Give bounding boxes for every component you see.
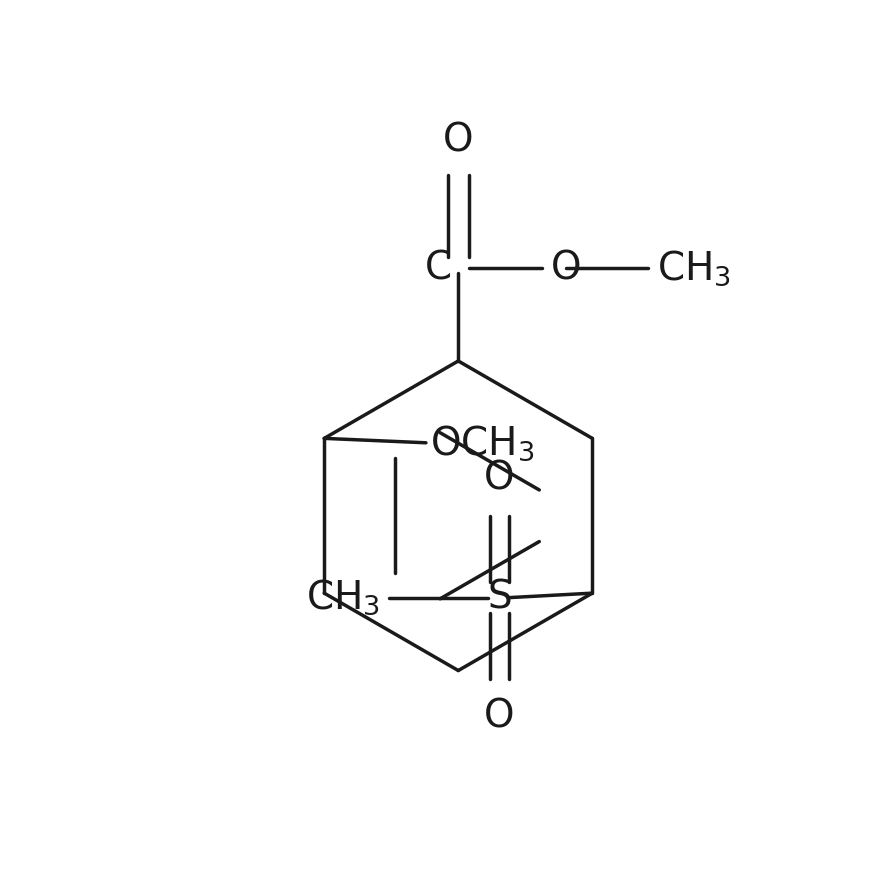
Text: CH$_3$: CH$_3$ (658, 248, 732, 287)
Text: O: O (443, 121, 473, 159)
Text: S: S (487, 578, 512, 617)
Text: O: O (551, 249, 582, 287)
Text: O: O (484, 459, 514, 498)
Text: C: C (425, 249, 452, 287)
Text: OCH$_3$: OCH$_3$ (431, 423, 535, 463)
Text: O: O (484, 698, 514, 735)
Text: CH$_3$: CH$_3$ (306, 578, 380, 618)
